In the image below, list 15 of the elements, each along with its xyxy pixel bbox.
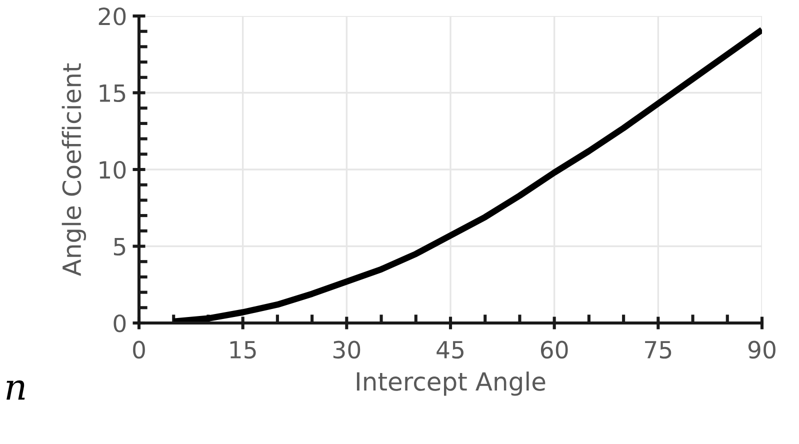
y-tick-label: 15 <box>100 84 126 102</box>
x-tick-label: 90 <box>748 340 776 359</box>
y-axis-title: Angle Coefficient <box>62 63 86 276</box>
x-axis-title: Intercept Angle <box>356 372 546 396</box>
y-tick-label: 5 <box>114 238 126 256</box>
y-tick-label: 10 <box>100 160 126 179</box>
x-tick-label: 0 <box>133 340 145 359</box>
x-tick-label: 30 <box>333 340 360 359</box>
x-tick-label: 75 <box>645 341 672 359</box>
x-tick-label: 15 <box>230 341 256 359</box>
x-tick-label: 45 <box>436 341 464 359</box>
y-tick-label: 0 <box>114 314 126 332</box>
x-tick-label: 60 <box>540 340 568 359</box>
y-tick-label: 20 <box>98 7 126 26</box>
text: n <box>6 380 25 400</box>
